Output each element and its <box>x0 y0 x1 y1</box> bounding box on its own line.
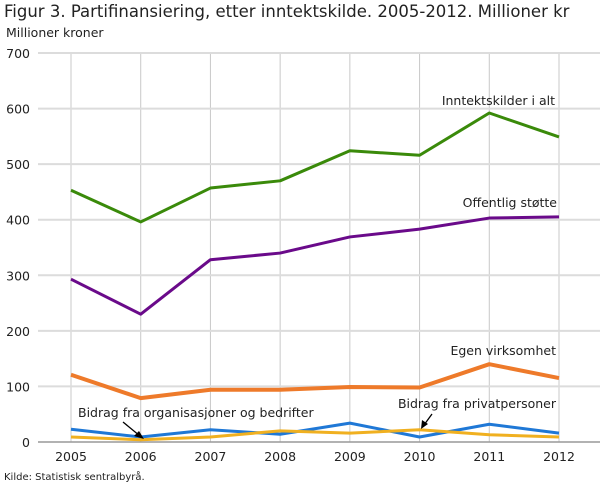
series-label: Bidrag fra privatpersoner <box>398 396 557 411</box>
x-tick-label: 2011 <box>473 449 505 464</box>
x-tick-label: 2010 <box>404 449 436 464</box>
y-tick-label: 0 <box>22 435 30 450</box>
series-line <box>70 428 560 442</box>
chart-title: Figur 3. Partifinansiering, etter inntek… <box>4 2 570 21</box>
x-tick-label: 2006 <box>125 449 157 464</box>
arrowhead-privatpersoner <box>421 420 428 429</box>
series-line <box>70 215 560 316</box>
y-tick-label: 300 <box>6 268 30 283</box>
y-tick-label: 700 <box>6 46 30 61</box>
series-label: Egen virksomhet <box>450 343 556 358</box>
arrowhead-organisasjoner <box>134 431 144 439</box>
series-line <box>70 421 560 439</box>
series-label: Inntektskilder i alt <box>442 93 555 108</box>
x-tick-label: 2008 <box>264 449 296 464</box>
x-tick-label: 2009 <box>334 449 366 464</box>
y-tick-label: 400 <box>6 213 30 228</box>
series-label: Offentlig støtte <box>463 195 558 210</box>
y-axis-label: Millioner kroner <box>6 25 104 40</box>
source-note: Kilde: Statistisk sentralbyrå. <box>4 472 145 483</box>
series-line <box>70 362 560 401</box>
y-tick-label: 600 <box>6 102 30 117</box>
y-tick-label: 100 <box>6 379 30 394</box>
y-tick-label: 500 <box>6 157 30 172</box>
series-label: Bidrag fra organisasjoner og bedrifter <box>78 405 314 420</box>
x-tick-label: 2007 <box>195 449 227 464</box>
x-tick-label: 2012 <box>543 449 575 464</box>
x-tick-label: 2005 <box>55 449 87 464</box>
y-tick-label: 200 <box>6 324 30 339</box>
series-line <box>70 111 560 224</box>
